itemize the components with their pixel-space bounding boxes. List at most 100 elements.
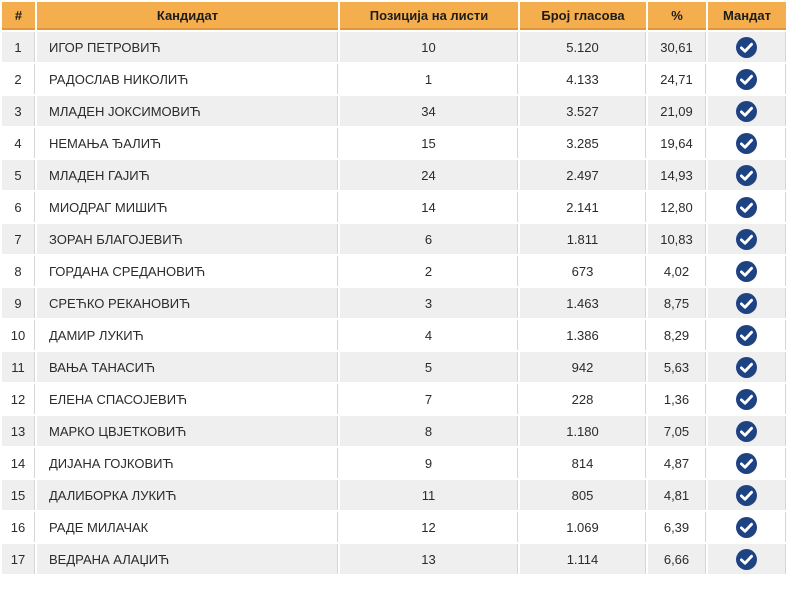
cell-mandate bbox=[708, 288, 786, 318]
cell-position: 10 bbox=[340, 32, 518, 62]
cell-votes: 814 bbox=[520, 448, 646, 478]
check-circle-icon bbox=[712, 292, 781, 314]
table-row: 14 ДИЈАНА ГОЈКОВИЋ 9 814 4,87 bbox=[2, 448, 786, 478]
check-circle-icon bbox=[712, 548, 781, 570]
cell-position: 11 bbox=[340, 480, 518, 510]
cell-candidate: ВЕДРАНА АЛАЏИЋ bbox=[37, 544, 338, 574]
column-header-position: Позиција на листи bbox=[340, 2, 518, 30]
cell-percent: 19,64 bbox=[648, 128, 706, 158]
cell-index: 1 bbox=[2, 32, 35, 62]
cell-percent: 14,93 bbox=[648, 160, 706, 190]
cell-position: 13 bbox=[340, 544, 518, 574]
check-circle-icon bbox=[712, 196, 781, 218]
cell-position: 6 bbox=[340, 224, 518, 254]
cell-votes: 1.463 bbox=[520, 288, 646, 318]
cell-position: 24 bbox=[340, 160, 518, 190]
cell-candidate: МЛАДЕН ЈОКСИМОВИЋ bbox=[37, 96, 338, 126]
cell-position: 14 bbox=[340, 192, 518, 222]
cell-percent: 5,63 bbox=[648, 352, 706, 382]
cell-percent: 8,29 bbox=[648, 320, 706, 350]
cell-index: 15 bbox=[2, 480, 35, 510]
cell-index: 11 bbox=[2, 352, 35, 382]
cell-percent: 8,75 bbox=[648, 288, 706, 318]
column-header-candidate: Кандидат bbox=[37, 2, 338, 30]
cell-position: 9 bbox=[340, 448, 518, 478]
cell-candidate: МИОДРАГ МИШИЋ bbox=[37, 192, 338, 222]
cell-candidate: ИГОР ПЕТРОВИЋ bbox=[37, 32, 338, 62]
cell-votes: 5.120 bbox=[520, 32, 646, 62]
cell-candidate: ГОРДАНА СРЕДАНОВИЋ bbox=[37, 256, 338, 286]
table-row: 3 МЛАДЕН ЈОКСИМОВИЋ 34 3.527 21,09 bbox=[2, 96, 786, 126]
column-header-votes: Број гласова bbox=[520, 2, 646, 30]
cell-percent: 1,36 bbox=[648, 384, 706, 414]
check-circle-icon bbox=[712, 228, 781, 250]
cell-votes: 1.180 bbox=[520, 416, 646, 446]
cell-candidate: ДАЛИБОРКА ЛУКИЋ bbox=[37, 480, 338, 510]
cell-index: 7 bbox=[2, 224, 35, 254]
cell-percent: 30,61 bbox=[648, 32, 706, 62]
cell-mandate bbox=[708, 128, 786, 158]
election-results-table: # Кандидат Позиција на листи Број гласова% М… bbox=[0, 0, 788, 576]
column-header-index: # bbox=[2, 2, 35, 30]
cell-position: 15 bbox=[340, 128, 518, 158]
check-circle-icon bbox=[712, 68, 781, 90]
cell-percent: 21,09 bbox=[648, 96, 706, 126]
cell-candidate: МАРКО ЦВЈЕТКОВИЋ bbox=[37, 416, 338, 446]
cell-candidate: СРЕЋКО РЕКАНОВИЋ bbox=[37, 288, 338, 318]
cell-candidate: НЕМАЊА ЂАЛИЋ bbox=[37, 128, 338, 158]
cell-votes: 1.386 bbox=[520, 320, 646, 350]
cell-position: 3 bbox=[340, 288, 518, 318]
cell-votes: 673 bbox=[520, 256, 646, 286]
cell-candidate: ЗОРАН БЛАГОЈЕВИЋ bbox=[37, 224, 338, 254]
table-row: 9 СРЕЋКО РЕКАНОВИЋ 3 1.463 8,75 bbox=[2, 288, 786, 318]
cell-mandate bbox=[708, 160, 786, 190]
cell-index: 10 bbox=[2, 320, 35, 350]
cell-index: 12 bbox=[2, 384, 35, 414]
cell-percent: 6,39 bbox=[648, 512, 706, 542]
results-table-header: # Кандидат Позиција на листи Број гласова% М… bbox=[2, 2, 786, 30]
cell-index: 4 bbox=[2, 128, 35, 158]
cell-mandate bbox=[708, 480, 786, 510]
cell-mandate bbox=[708, 384, 786, 414]
table-row: 7 ЗОРАН БЛАГОЈЕВИЋ 6 1.811 10,83 bbox=[2, 224, 786, 254]
cell-candidate: РАДОСЛАВ НИКОЛИЋ bbox=[37, 64, 338, 94]
cell-votes: 3.285 bbox=[520, 128, 646, 158]
cell-mandate bbox=[708, 32, 786, 62]
cell-position: 1 bbox=[340, 64, 518, 94]
check-circle-icon bbox=[712, 132, 781, 154]
cell-index: 6 bbox=[2, 192, 35, 222]
cell-votes: 2.141 bbox=[520, 192, 646, 222]
cell-votes: 942 bbox=[520, 352, 646, 382]
table-row: 12 ЕЛЕНА СПАСОЈЕВИЋ 7 228 1,36 bbox=[2, 384, 786, 414]
table-row: 10 ДАМИР ЛУКИЋ 4 1.386 8,29 bbox=[2, 320, 786, 350]
cell-mandate bbox=[708, 96, 786, 126]
cell-mandate bbox=[708, 256, 786, 286]
check-circle-icon bbox=[712, 420, 781, 442]
cell-candidate: ВАЊА ТАНАСИЋ bbox=[37, 352, 338, 382]
table-row: 17 ВЕДРАНА АЛАЏИЋ 13 1.114 6,66 bbox=[2, 544, 786, 574]
cell-mandate bbox=[708, 352, 786, 382]
cell-index: 8 bbox=[2, 256, 35, 286]
cell-votes: 1.114 bbox=[520, 544, 646, 574]
cell-candidate: РАДЕ МИЛАЧАК bbox=[37, 512, 338, 542]
check-circle-icon bbox=[712, 516, 781, 538]
cell-mandate bbox=[708, 320, 786, 350]
table-row: 15 ДАЛИБОРКА ЛУКИЋ 11 805 4,81 bbox=[2, 480, 786, 510]
cell-votes: 228 bbox=[520, 384, 646, 414]
table-row: 6 МИОДРАГ МИШИЋ 14 2.141 12,80 bbox=[2, 192, 786, 222]
check-circle-icon bbox=[712, 100, 781, 122]
table-row: 16 РАДЕ МИЛАЧАК 12 1.069 6,39 bbox=[2, 512, 786, 542]
cell-index: 13 bbox=[2, 416, 35, 446]
cell-position: 7 bbox=[340, 384, 518, 414]
results-table-body: 1 ИГОР ПЕТРОВИЋ 10 5.120 30,61 2 РАДОСЛАВ НИКО… bbox=[2, 32, 786, 574]
check-circle-icon bbox=[712, 36, 781, 58]
table-row: 8 ГОРДАНА СРЕДАНОВИЋ 2 673 4,02 bbox=[2, 256, 786, 286]
table-row: 2 РАДОСЛАВ НИКОЛИЋ 1 4.133 24,71 bbox=[2, 64, 786, 94]
column-header-percent: % bbox=[648, 2, 706, 30]
table-row: 13 МАРКО ЦВЈЕТКОВИЋ 8 1.180 7,05 bbox=[2, 416, 786, 446]
cell-index: 9 bbox=[2, 288, 35, 318]
cell-percent: 6,66 bbox=[648, 544, 706, 574]
cell-candidate: МЛАДЕН ГАЈИЋ bbox=[37, 160, 338, 190]
check-circle-icon bbox=[712, 164, 781, 186]
cell-position: 8 bbox=[340, 416, 518, 446]
